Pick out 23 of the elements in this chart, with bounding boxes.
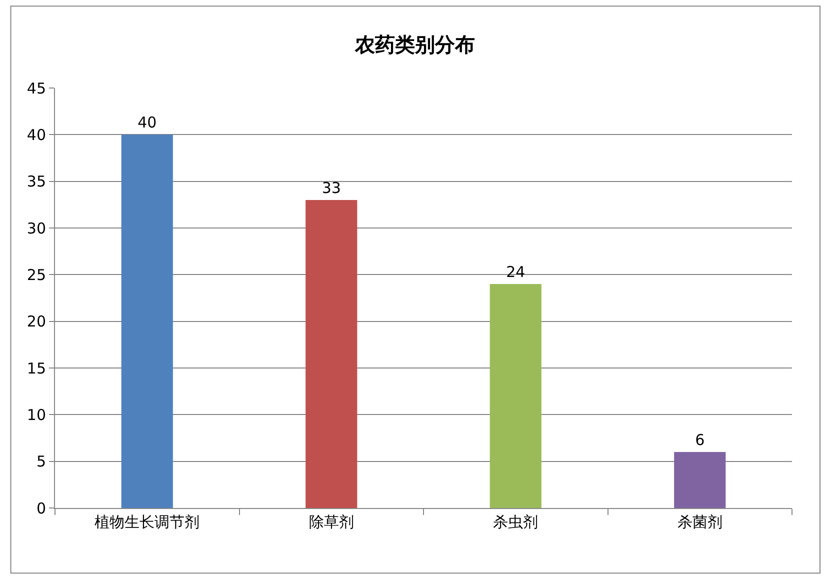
data-label: 33 (322, 179, 341, 197)
y-tick-label: 45 (26, 79, 46, 98)
y-tick-label: 5 (36, 452, 46, 471)
x-tick-label: 杀菌剂 (677, 513, 722, 531)
y-tick-label: 15 (26, 359, 46, 378)
data-label: 6 (695, 431, 705, 449)
y-tick-label: 35 (26, 172, 46, 191)
y-tick-label: 0 (36, 499, 46, 518)
y-tick-label: 20 (26, 312, 46, 331)
bar (121, 134, 173, 508)
y-tick-label: 10 (26, 406, 46, 424)
y-tick-label: 25 (26, 266, 46, 284)
bar (674, 452, 726, 508)
bar (490, 284, 542, 508)
chart-title: 农药类别分布 (354, 32, 475, 57)
data-label: 24 (506, 263, 526, 281)
y-tick-label: 40 (26, 126, 46, 144)
y-tick-label: 30 (26, 219, 46, 238)
data-label: 40 (138, 114, 157, 132)
x-tick-label: 除草剂 (308, 513, 354, 531)
bar (306, 200, 358, 508)
x-tick-label: 植物生长调节剂 (94, 513, 200, 531)
x-tick-label: 杀虫剂 (493, 513, 538, 531)
